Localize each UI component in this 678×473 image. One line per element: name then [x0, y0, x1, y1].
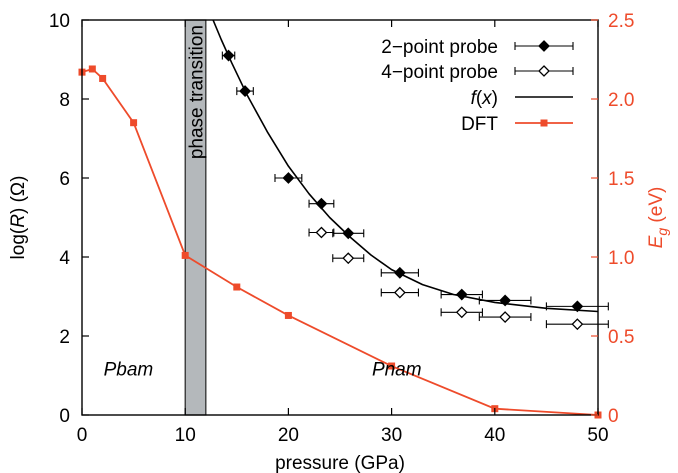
x-tick-label: 40 — [484, 425, 505, 446]
two-point-point — [282, 172, 295, 184]
y-left-tick-label: 10 — [49, 11, 70, 32]
four-point-point — [571, 318, 584, 331]
dft-point — [181, 251, 189, 259]
two-point-point — [393, 266, 406, 279]
legend-label-part: ( — [476, 88, 483, 109]
two-point-point — [455, 288, 468, 301]
two-point-point — [571, 300, 584, 313]
legend-item: 2−point probe — [381, 37, 574, 58]
y-left-tick-label: 6 — [59, 169, 70, 190]
series-2-point-probe — [221, 49, 609, 313]
region-labels-group: Pbam Pnam — [104, 359, 422, 380]
dft-point — [284, 311, 292, 319]
series-fx — [212, 20, 598, 313]
two-point-point — [239, 85, 251, 98]
y-right-label-part: E — [646, 235, 667, 248]
x-tick-label: 30 — [381, 425, 402, 446]
y-right-label-part: (eV) — [646, 187, 667, 228]
four-point-point — [342, 252, 355, 265]
y-left-tick-label: 2 — [59, 327, 70, 348]
y-axis-left-label: log(R) (Ω) — [8, 176, 29, 260]
y-right-tick-label: 0 — [608, 406, 619, 427]
legend-label-part: ) — [492, 88, 498, 109]
x-tick-label: 10 — [175, 425, 196, 446]
y-left-label-part: ) (Ω) — [8, 176, 29, 214]
dft-point — [99, 74, 107, 82]
legend-item: DFT — [461, 114, 573, 135]
y-left-label-part: R — [8, 214, 29, 228]
y-left-tick-label: 8 — [59, 90, 70, 111]
legend-item: 4−point probe — [381, 62, 574, 83]
plot-frame — [81, 19, 599, 416]
phase-transition-band-group: phase transition — [184, 19, 208, 416]
series-4-point-probe — [308, 226, 609, 331]
legend-item: f(x) — [471, 88, 573, 109]
region-label: Pbam — [104, 359, 154, 380]
phase-transition-label: phase transition — [187, 25, 208, 159]
two-point-point — [222, 49, 235, 62]
y-right-label-text: Eg (eV) — [646, 187, 670, 249]
x-tick-label: 20 — [278, 425, 299, 446]
dft-point — [130, 119, 138, 127]
legend-label-part: x — [481, 88, 493, 109]
x-tick-label: 0 — [77, 425, 88, 446]
legend-label: f(x) — [471, 88, 498, 109]
fx-curve — [212, 20, 598, 313]
series-group — [78, 20, 609, 419]
y-left-tick-label: 0 — [59, 406, 70, 427]
two-point-point — [342, 227, 355, 240]
y-left-label-part: log( — [8, 227, 29, 259]
legend-label: DFT — [461, 114, 498, 135]
legend-label: 4−point probe — [381, 62, 498, 83]
y-left-tick-label: 4 — [59, 248, 70, 269]
legend-label: 2−point probe — [381, 37, 498, 58]
four-point-point — [455, 306, 468, 319]
x-axis-label: pressure (GPa) — [275, 453, 405, 473]
y-axis-right-label: Eg (eV) — [646, 187, 670, 249]
y-right-tick-label: 2.0 — [608, 90, 634, 111]
two-point-point — [315, 197, 328, 210]
legend-swatch-marker — [540, 119, 548, 127]
four-point-point — [393, 286, 406, 299]
four-point-point — [315, 226, 328, 239]
two-point-point — [499, 294, 512, 307]
legend-label-part: f — [471, 88, 478, 109]
legend: 2−point probe 4−point probe f(x) DFT — [381, 37, 574, 135]
legend-swatch-marker — [538, 65, 550, 77]
dft-point — [88, 65, 96, 73]
y-right-label-part: g — [654, 228, 670, 236]
y-right-tick-label: 2.5 — [608, 11, 634, 32]
y-right-tick-label: 0.5 — [608, 327, 634, 348]
dft-point — [388, 362, 396, 370]
x-tick-label: 50 — [587, 425, 608, 446]
y-right-tick-label: 1.0 — [608, 248, 634, 269]
dft-line — [81, 67, 599, 416]
legend-swatch-marker — [538, 40, 550, 52]
y-right-tick-label: 1.5 — [608, 169, 634, 190]
region-label: Pnam — [372, 359, 422, 380]
four-point-point — [499, 311, 512, 323]
dft-point — [233, 283, 241, 291]
y-left-label-text: log(R) (Ω) — [8, 176, 29, 260]
